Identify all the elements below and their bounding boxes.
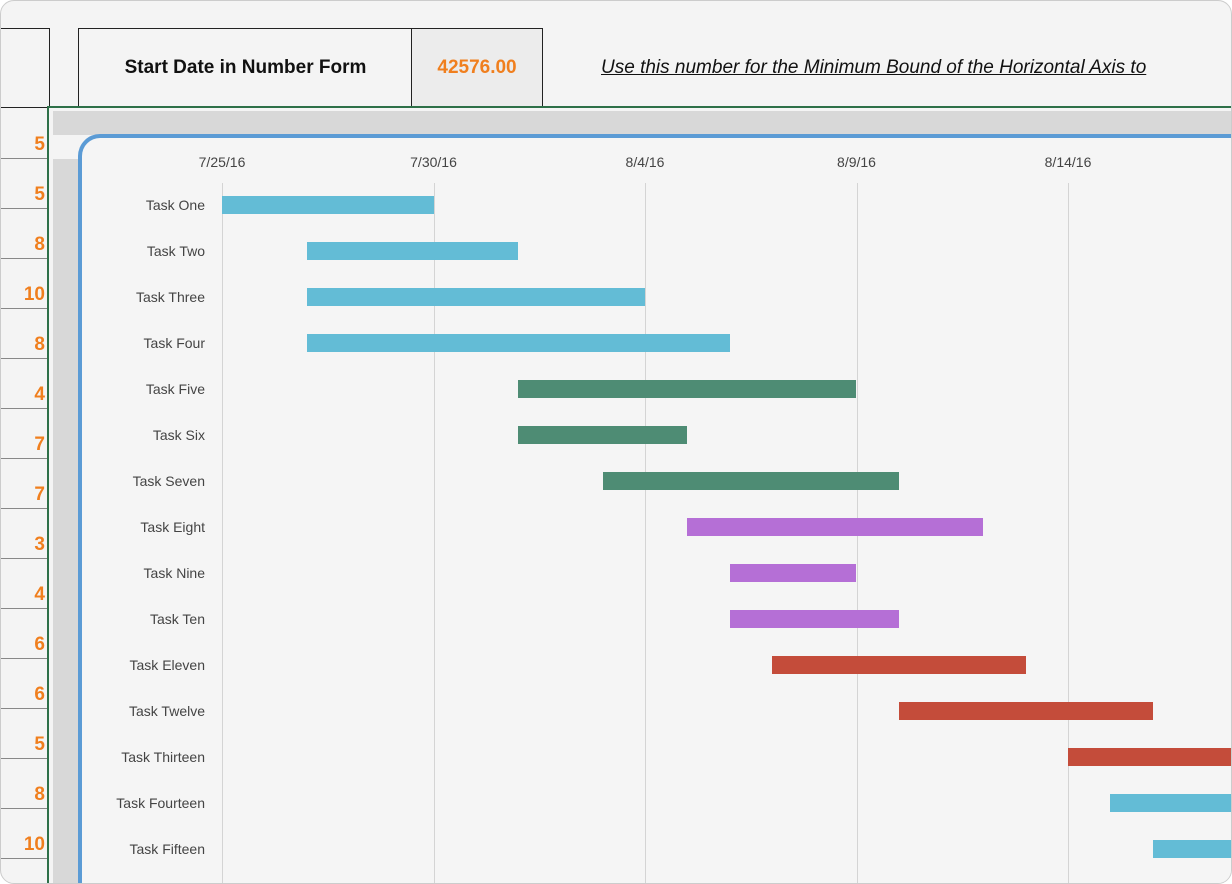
task-label: Task Three: [136, 289, 205, 305]
x-tick-label: 7/25/16: [198, 154, 246, 170]
task-bar[interactable]: [687, 518, 984, 536]
duration-cell[interactable]: 8: [1, 209, 47, 259]
task-bar[interactable]: [518, 426, 688, 444]
task-bar[interactable]: [306, 334, 730, 352]
task-label: Task Twelve: [129, 703, 205, 719]
duration-value: 3: [34, 534, 45, 555]
gridline: [645, 183, 646, 883]
task-bar[interactable]: [1152, 840, 1231, 858]
duration-value: 8: [34, 234, 45, 255]
task-bar[interactable]: [1110, 794, 1231, 812]
duration-value: 7: [34, 484, 45, 505]
task-bar[interactable]: [222, 196, 434, 214]
task-label: Task Five: [145, 381, 205, 397]
duration-cell[interactable]: 3: [1, 509, 47, 559]
duration-value: 7: [34, 434, 45, 455]
task-bar[interactable]: [898, 702, 1153, 720]
start-date-value-cell[interactable]: 42576.00: [411, 28, 543, 108]
cell[interactable]: [1, 28, 50, 108]
task-bar[interactable]: [771, 656, 1026, 674]
gridline: [222, 183, 223, 883]
duration-value: 8: [34, 784, 45, 805]
gridline: [433, 183, 435, 883]
duration-value: 6: [34, 684, 45, 705]
duration-cell[interactable]: 5: [1, 109, 47, 159]
task-label: Task Fifteen: [129, 841, 205, 857]
gantt-chart[interactable]: [78, 134, 1231, 883]
task-bar[interactable]: [1068, 748, 1231, 766]
task-label: Task Seven: [132, 473, 205, 489]
duration-cell[interactable]: 6: [1, 659, 47, 709]
duration-value: 5: [34, 734, 45, 755]
task-label: Task Nine: [143, 565, 205, 581]
chart-shadow-side: [53, 159, 79, 883]
task-bar[interactable]: [602, 472, 899, 490]
axis-instruction-note: Use this number for the Minimum Bound of…: [601, 57, 1147, 78]
task-label: Task Eight: [140, 519, 205, 535]
task-label: Task Thirteen: [121, 749, 205, 765]
duration-cell[interactable]: 8: [1, 309, 47, 359]
duration-cell[interactable]: 4: [1, 559, 47, 609]
duration-cell[interactable]: 7: [1, 459, 47, 509]
duration-value: 4: [34, 584, 45, 605]
duration-cell[interactable]: 10: [1, 259, 47, 309]
duration-value: 5: [34, 184, 45, 205]
duration-value: 10: [23, 834, 45, 855]
task-label: Task Eleven: [129, 657, 205, 673]
duration-cell[interactable]: 6: [1, 609, 47, 659]
task-bar[interactable]: [306, 288, 645, 306]
x-tick-label: 8/9/16: [837, 154, 876, 170]
chart-shadow-band: [53, 111, 1231, 135]
duration-cell[interactable]: 8: [1, 759, 47, 809]
duration-value: 8: [34, 334, 45, 355]
x-tick-label: 8/14/16: [1044, 154, 1092, 170]
duration-cell[interactable]: 5: [1, 709, 47, 759]
duration-value: 4: [34, 384, 45, 405]
x-tick-label: 8/4/16: [625, 154, 665, 170]
duration-cell[interactable]: 10: [1, 809, 47, 859]
task-bar[interactable]: [306, 242, 519, 260]
task-bar[interactable]: [518, 380, 857, 398]
duration-cell[interactable]: 5: [1, 159, 47, 209]
task-bar[interactable]: [729, 610, 899, 628]
task-bar[interactable]: [729, 564, 857, 582]
task-label: Task Two: [146, 243, 205, 259]
duration-cell[interactable]: 7: [1, 409, 47, 459]
duration-value: 5: [34, 134, 45, 155]
duration-value: 6: [34, 634, 45, 655]
task-label: Task One: [145, 197, 205, 213]
duration-cell[interactable]: 4: [1, 359, 47, 409]
task-label: Task Fourteen: [116, 795, 205, 811]
task-label: Task Ten: [150, 611, 205, 627]
task-label: Task Six: [152, 427, 205, 443]
selection-frame: [47, 106, 1231, 883]
x-tick-label: 7/30/16: [410, 154, 457, 170]
task-label: Task Four: [143, 335, 205, 351]
gridline: [1068, 183, 1069, 883]
duration-value: 10: [23, 284, 45, 305]
